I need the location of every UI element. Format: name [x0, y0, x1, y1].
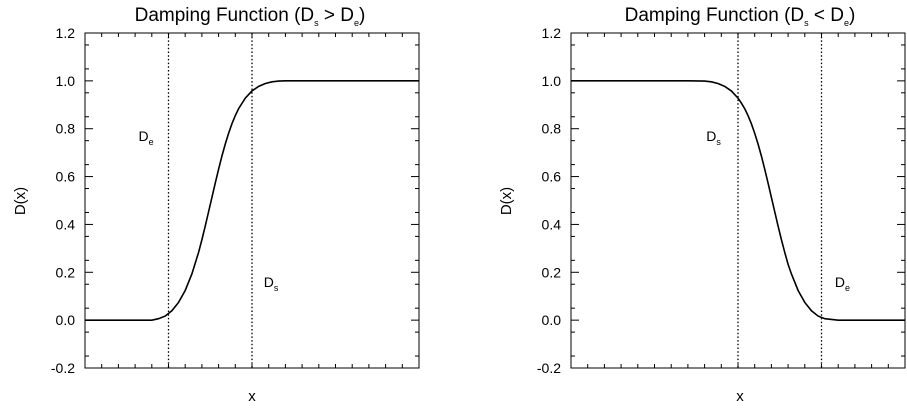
y-tick-label: 0.8 — [542, 121, 562, 137]
reference-line-label: Ds — [706, 128, 721, 147]
chart-right-title: Damping Function (Ds < De) — [625, 5, 856, 28]
chart-left-y-axis-label: D(x) — [12, 187, 29, 215]
reference-line-label: De — [835, 274, 850, 293]
chart-left-y-axis: 1.2 1.0 0.8 0.6 0.4 0.2 0.0 -0.2 — [51, 25, 419, 376]
reference-line-label: Ds — [264, 274, 279, 293]
y-tick-label: 0.4 — [56, 216, 76, 232]
y-tick-label: 0.8 — [56, 121, 76, 137]
chart-right-x-axis-label: x — [736, 388, 744, 405]
chart-left-title: Damping Function (Ds > De) — [135, 5, 366, 28]
y-tick-label: 0.0 — [542, 312, 562, 328]
chart-left-x-axis-label: x — [248, 388, 256, 405]
y-tick-label: 0.4 — [542, 216, 562, 232]
y-tick-label: 0.0 — [56, 312, 76, 328]
reference-line-label: De — [138, 128, 153, 147]
chart-right-damping-curve — [571, 80, 905, 321]
y-tick-label: -0.2 — [51, 360, 75, 376]
chart-right-y-axis: 1.2 1.0 0.8 0.6 0.4 0.2 0.0 -0.2 — [537, 25, 905, 376]
y-tick-label: 0.2 — [542, 264, 562, 280]
y-tick-label: 1.2 — [542, 25, 562, 41]
y-tick-label: 0.6 — [56, 169, 76, 185]
chart-left-damping-curve — [85, 80, 419, 321]
chart-right: Damping Function (Ds < De) 1.2 1.0 0.8 0.6 0… — [498, 5, 906, 405]
y-tick-label: 0.6 — [542, 169, 562, 185]
y-tick-label: 0.2 — [56, 264, 76, 280]
y-tick-label: -0.2 — [537, 360, 561, 376]
y-tick-label: 1.2 — [56, 25, 76, 41]
chart-left-reference-lines: De Ds — [138, 33, 279, 368]
chart-right-y-axis-label: D(x) — [498, 187, 515, 215]
chart-left-x-axis — [101, 33, 403, 368]
chart-right-reference-lines: Ds De — [706, 33, 850, 368]
y-tick-label: 1.0 — [542, 73, 562, 89]
y-tick-label: 1.0 — [56, 73, 76, 89]
chart-left: Damping Function (Ds > De) 1.2 1.0 0.8 0.6 0… — [12, 5, 420, 405]
